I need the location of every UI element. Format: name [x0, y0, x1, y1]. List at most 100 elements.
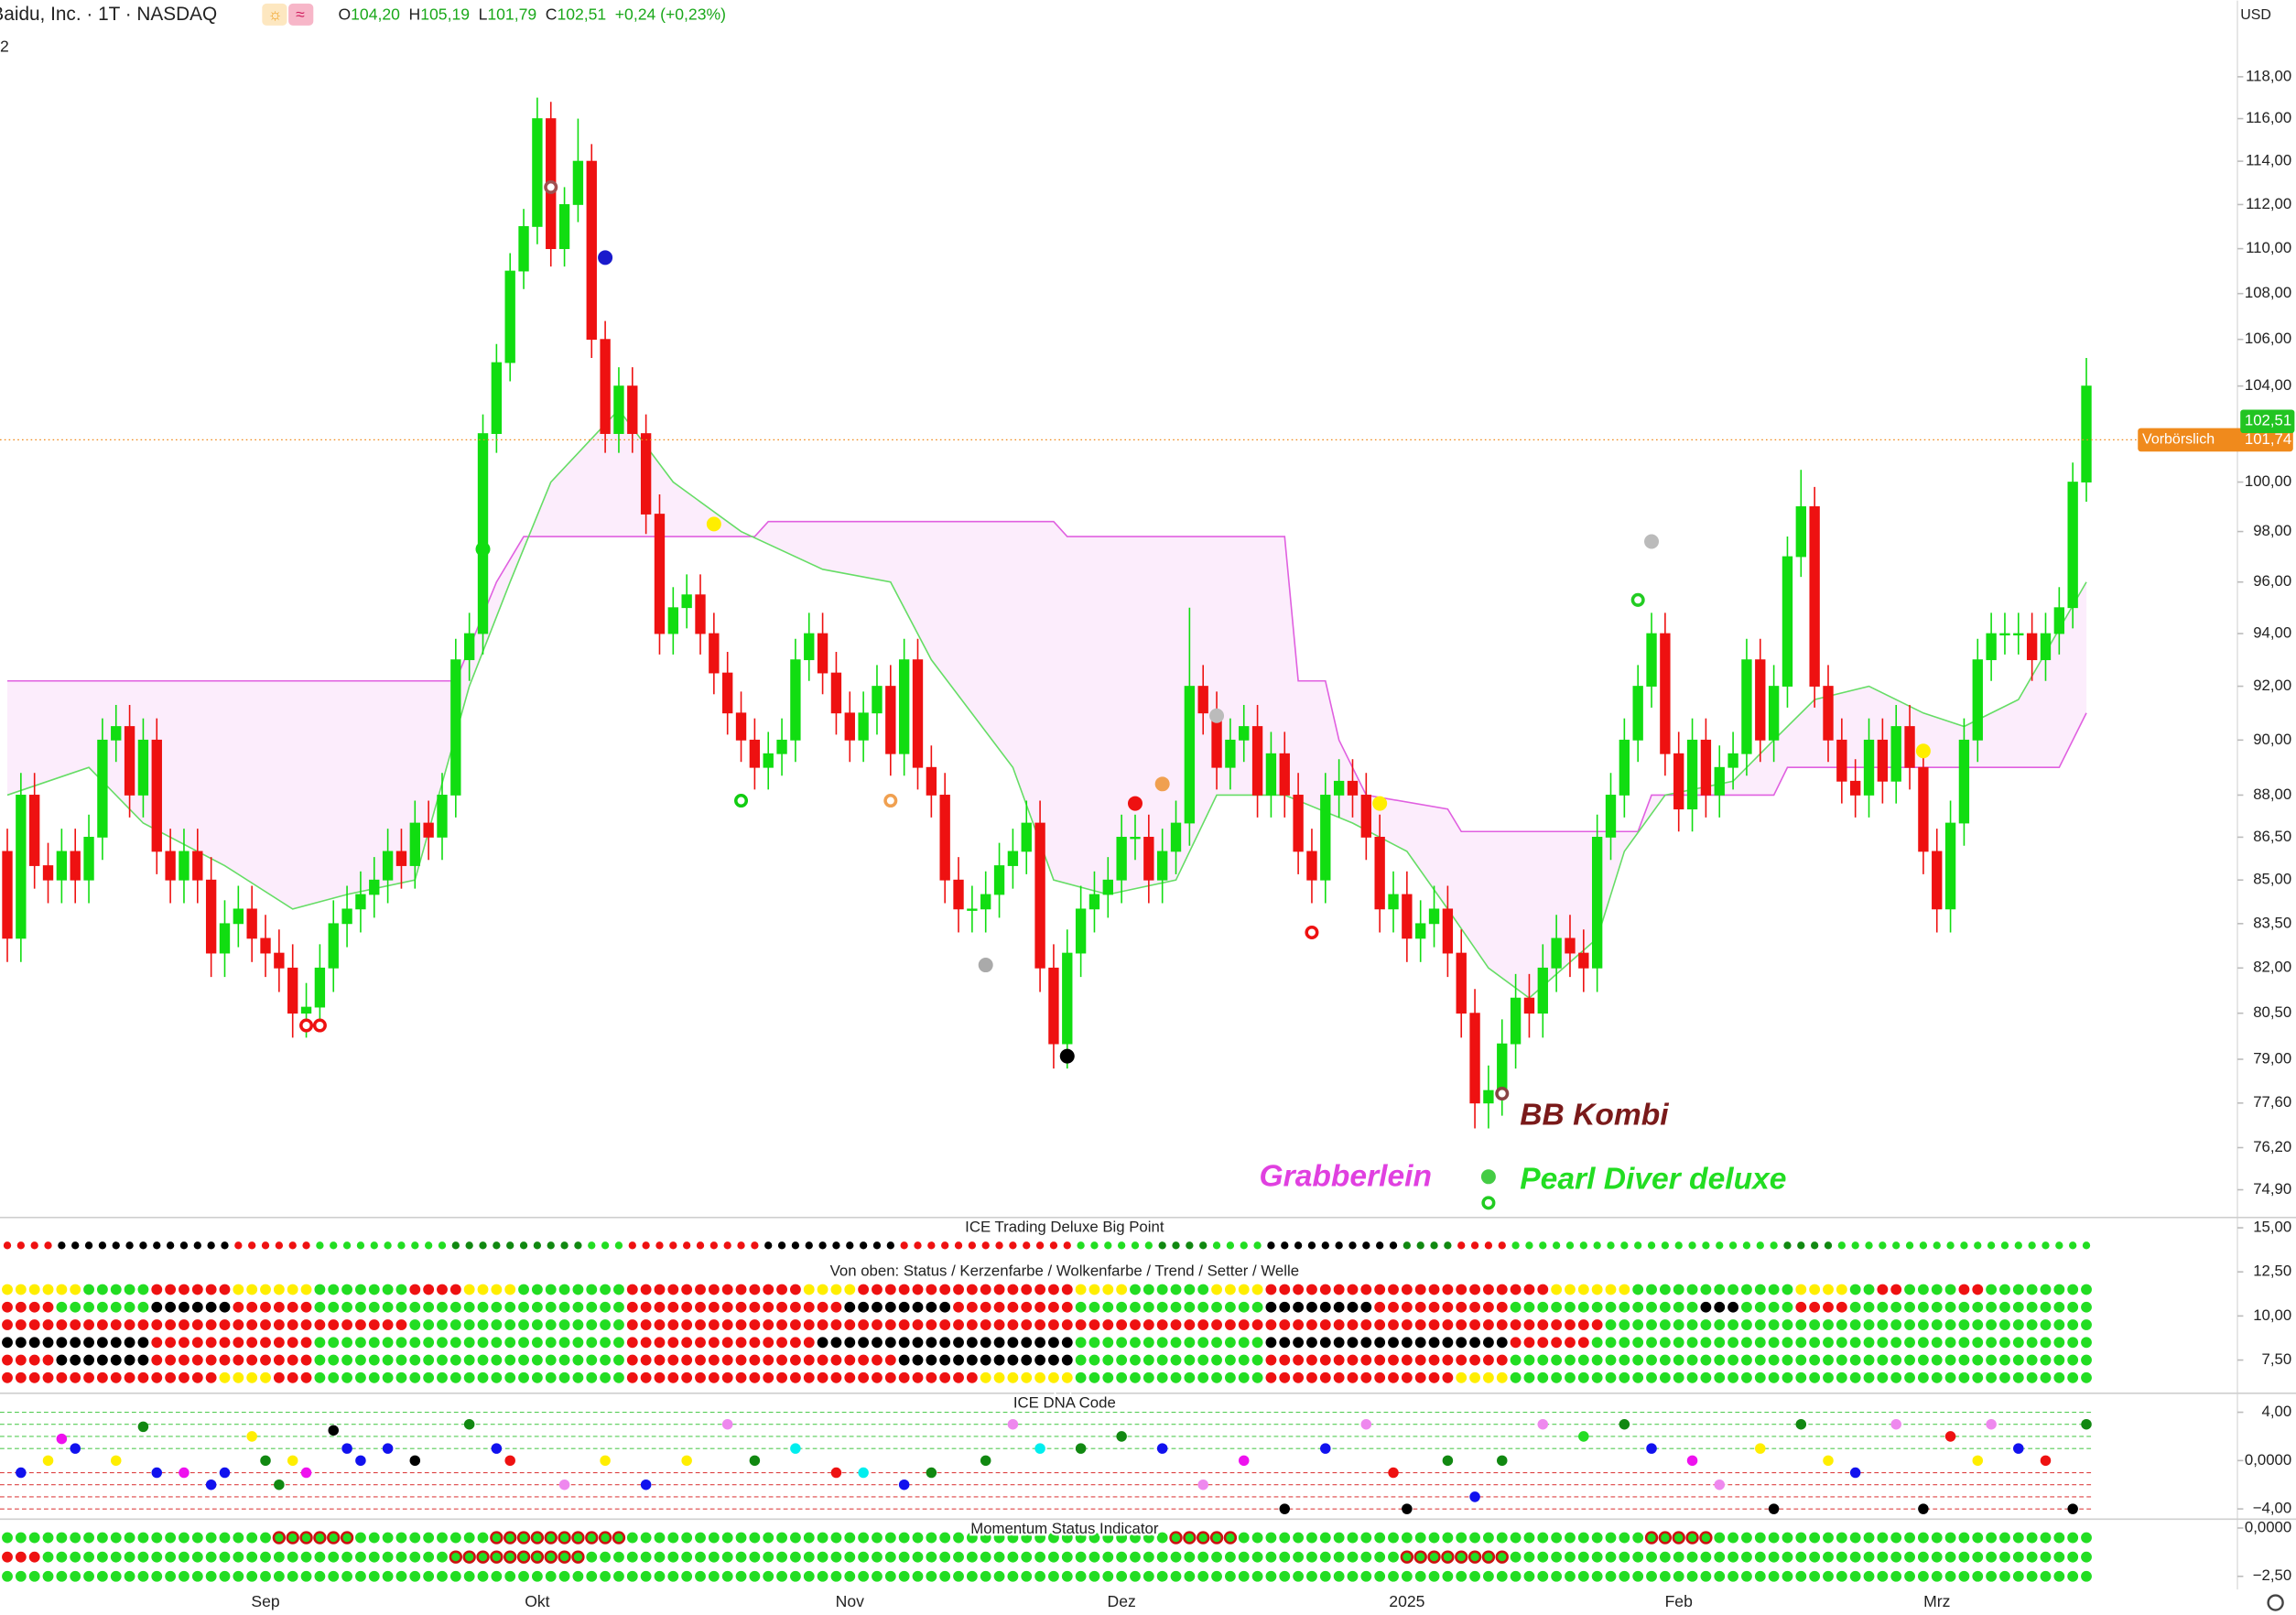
status-dot — [518, 1319, 529, 1330]
status-dot — [1048, 1570, 1059, 1582]
status-dot — [1048, 1284, 1059, 1295]
dna-dot — [1197, 1479, 1208, 1490]
status-dot — [1863, 1319, 1875, 1330]
status-dot — [1428, 1337, 1440, 1349]
status-dot — [2053, 1354, 2065, 1366]
status-dot — [1754, 1371, 1766, 1383]
status-dot — [70, 1354, 81, 1366]
status-dot — [191, 1532, 203, 1544]
status-dot — [953, 1532, 964, 1544]
status-dot — [1659, 1337, 1671, 1349]
status-dot — [1917, 1337, 1929, 1349]
candle-body — [1088, 894, 1100, 910]
currency[interactable]: USD — [2240, 7, 2271, 23]
candle-body — [314, 967, 326, 1008]
status-dot — [1782, 1301, 1793, 1313]
annotation: Grabberlein — [1260, 1160, 1432, 1194]
status-dot — [1360, 1354, 1372, 1366]
status-dot — [1333, 1532, 1345, 1544]
candle-body — [2067, 482, 2078, 609]
status-dot — [1877, 1551, 1889, 1563]
status-dot — [844, 1371, 856, 1383]
session-icon[interactable] — [262, 3, 287, 26]
status-dot — [1388, 1319, 1399, 1330]
status-dot — [547, 1241, 555, 1250]
status-dot — [914, 1241, 922, 1250]
status-dot — [776, 1371, 787, 1383]
status-dot — [437, 1284, 448, 1295]
dna-dot — [1156, 1443, 1168, 1454]
status-dot — [110, 1570, 122, 1582]
status-dot — [1281, 1241, 1289, 1250]
status-dot — [151, 1371, 163, 1383]
candle-body — [858, 712, 869, 741]
status-dot — [571, 1531, 585, 1545]
status-dot — [437, 1301, 448, 1313]
status-dot — [1170, 1371, 1182, 1383]
status-dot — [56, 1570, 68, 1582]
y-tick-label: 118,00 — [2246, 67, 2291, 84]
status-dot — [1823, 1570, 1834, 1582]
status-dot — [2069, 1241, 2077, 1250]
y-tick-label: 94,00 — [2253, 623, 2291, 641]
status-dot — [1686, 1570, 1698, 1582]
dna-dot — [898, 1479, 910, 1490]
status-dot — [1727, 1551, 1739, 1563]
status-dot — [830, 1551, 842, 1563]
status-dot — [1428, 1354, 1440, 1366]
status-dot — [1048, 1319, 1059, 1330]
status-dot — [355, 1319, 366, 1330]
status-dot — [1428, 1301, 1440, 1313]
settings-icon[interactable] — [2267, 1594, 2284, 1611]
status-dot — [1727, 1570, 1739, 1582]
status-dot — [2040, 1551, 2052, 1563]
status-dot — [1727, 1284, 1739, 1295]
status-dot — [1130, 1301, 1141, 1313]
dna-dot — [70, 1443, 81, 1454]
status-dot — [681, 1284, 693, 1295]
status-dot — [1374, 1532, 1386, 1544]
status-dot — [165, 1371, 177, 1383]
status-dot — [462, 1550, 476, 1564]
status-dot — [600, 1551, 612, 1563]
status-dot — [1224, 1551, 1236, 1563]
status-dot — [1306, 1551, 1317, 1563]
status-dot — [314, 1337, 326, 1349]
status-dot — [1184, 1551, 1196, 1563]
status-dot — [15, 1371, 27, 1383]
status-dot — [886, 1241, 894, 1250]
dna-dot — [1849, 1467, 1861, 1479]
status-dot — [1156, 1301, 1168, 1313]
status-dot — [1251, 1371, 1263, 1383]
candle-body — [613, 385, 624, 434]
status-dot — [1646, 1570, 1657, 1582]
status-dot — [721, 1337, 733, 1349]
status-dot — [191, 1301, 203, 1313]
status-dot — [1646, 1319, 1657, 1330]
candle-body — [395, 851, 407, 866]
status-dot — [1374, 1337, 1386, 1349]
status-dot — [966, 1551, 978, 1563]
status-dot — [191, 1570, 203, 1582]
status-dot — [1686, 1301, 1698, 1313]
status-dot — [423, 1337, 435, 1349]
status-dot — [1496, 1570, 1508, 1582]
status-dot — [898, 1284, 910, 1295]
status-dot — [272, 1531, 287, 1545]
status-dot — [233, 1371, 244, 1383]
status-dot — [83, 1319, 94, 1330]
status-dot — [844, 1551, 856, 1563]
status-dot — [1469, 1319, 1480, 1330]
status-dot — [83, 1284, 94, 1295]
status-dot — [980, 1551, 991, 1563]
status-dot — [519, 1241, 528, 1250]
status-dot — [477, 1570, 489, 1582]
y-tick-label: −4,00 — [2253, 1500, 2291, 1517]
status-dot — [884, 1301, 896, 1313]
status-dot — [1130, 1570, 1141, 1582]
session-icon[interactable] — [288, 3, 314, 26]
status-dot — [504, 1570, 516, 1582]
status-dot — [300, 1570, 312, 1582]
status-dot — [830, 1319, 842, 1330]
status-dot — [1646, 1354, 1657, 1366]
